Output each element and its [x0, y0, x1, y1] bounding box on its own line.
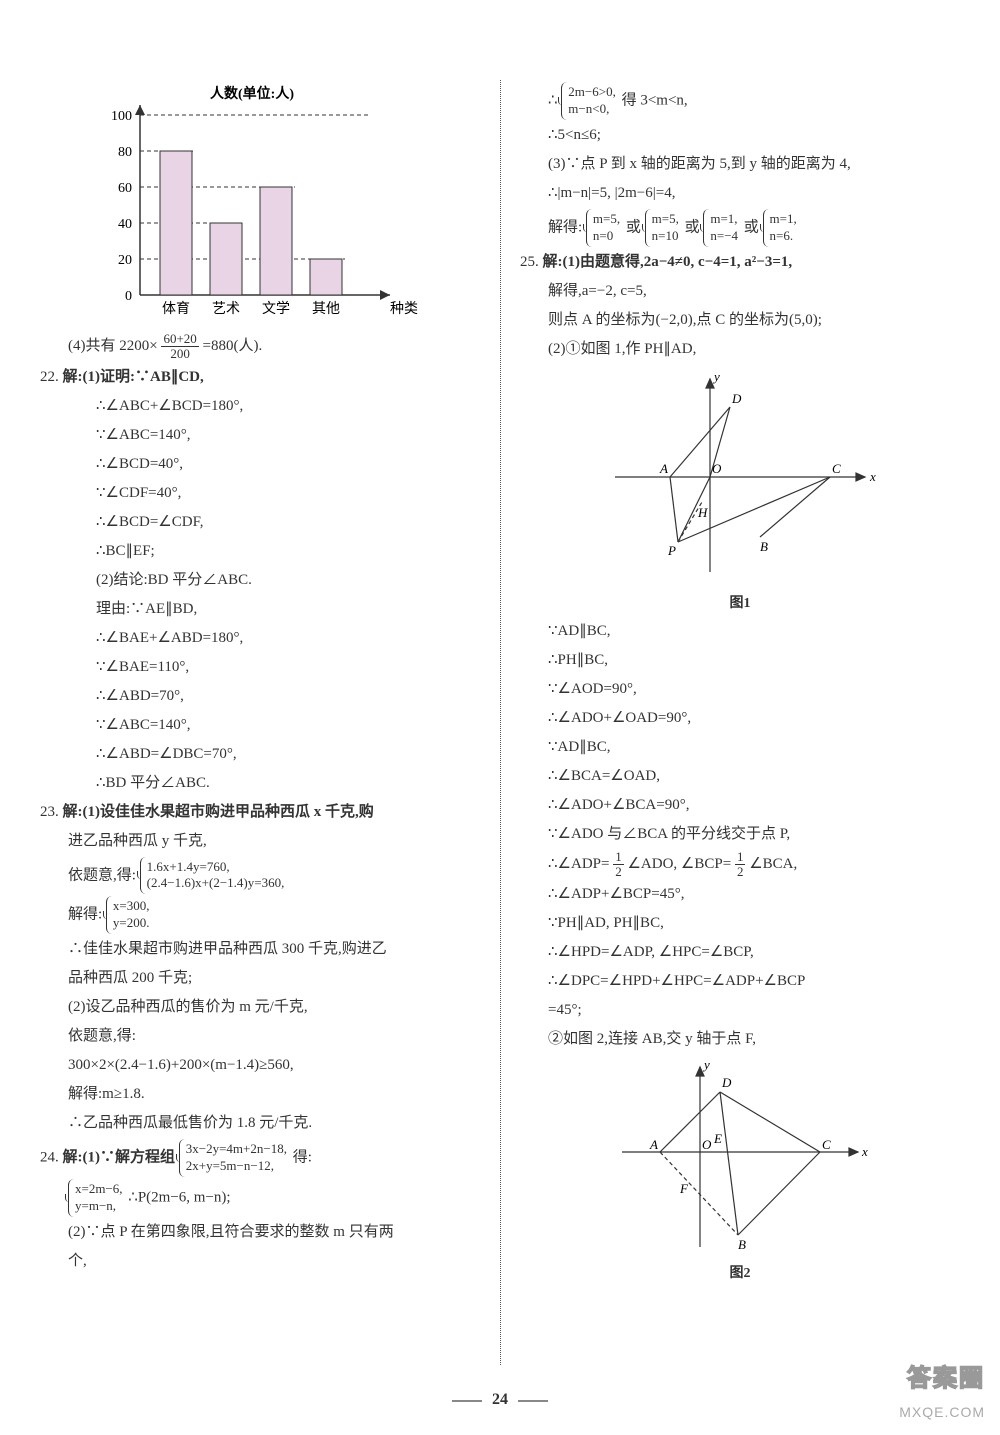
text-line: ∵AD∥BC, — [520, 734, 960, 761]
q23-system: 依题意,得: 1.6x+1.4y=760,(2.4−1.6)x+(2−1.4)y… — [40, 857, 480, 895]
svg-text:B: B — [760, 539, 768, 554]
figure-1: x y A O C D P B H — [600, 367, 880, 587]
text-line: =45°; — [520, 997, 960, 1024]
text-line: ∴∠ABC+∠BCD=180°, — [40, 393, 480, 420]
text-line: ∴5<n≤6; — [520, 122, 960, 149]
svg-text:体育: 体育 — [162, 301, 190, 317]
q24-sol: x=2m−6,y=m−n, ∴P(2m−6, m−n); — [40, 1179, 480, 1217]
text-line: ∴∠ABD=70°, — [40, 683, 480, 710]
text-line: (3)∵点 P 到 x 轴的距离为 5,到 y 轴的距离为 4, — [520, 151, 960, 178]
text-line: (2)设乙品种西瓜的售价为 m 元/千克, — [40, 994, 480, 1021]
text-line: 个, — [40, 1248, 480, 1275]
text-line: ∴∠HPD=∠ADP, ∠HPC=∠BCP, — [520, 939, 960, 966]
text-line: ∵∠BAE=110°, — [40, 654, 480, 681]
svg-text:x: x — [869, 469, 876, 484]
svg-text:100: 100 — [111, 109, 132, 124]
text-line: 解得:m≥1.8. — [40, 1081, 480, 1108]
svg-text:20: 20 — [118, 253, 132, 268]
svg-text:40: 40 — [118, 217, 132, 232]
text-line: ∴BD 平分∠ABC. — [40, 770, 480, 797]
text-line: ∵∠AOD=90°, — [520, 676, 960, 703]
text-line: 进乙品种西瓜 y 千克, — [40, 828, 480, 855]
text-line: ∴佳佳水果超市购进甲品种西瓜 300 千克,购进乙 — [40, 936, 480, 963]
svg-text:F: F — [679, 1181, 689, 1196]
text-line: ②如图 2,连接 AB,交 y 轴于点 F, — [520, 1026, 960, 1053]
text-line: (2)①如图 1,作 PH∥AD, — [520, 336, 960, 363]
text-line: 理由:∵AE∥BD, — [40, 596, 480, 623]
column-divider — [500, 80, 501, 1365]
text-line: ∵AD∥BC, — [520, 618, 960, 645]
text-line: ∴|m−n|=5, |2m−6|=4, — [520, 180, 960, 207]
q23: 23. 解:(1)设佳佳水果超市购进甲品种西瓜 x 千克,购 — [40, 799, 480, 826]
text-line: ∴∠BCD=∠CDF, — [40, 509, 480, 536]
text-line: ∴∠BCD=40°, — [40, 451, 480, 478]
text-line: ∴∠ADO+∠BCA=90°, — [520, 792, 960, 819]
text-line: ∵∠CDF=40°, — [40, 480, 480, 507]
right-column: ∴ 2m−6>0,m−n<0, 得 3<m<n, ∴5<n≤6; (3)∵点 P… — [510, 80, 960, 1360]
figure-2: x y A O C D B E F — [610, 1057, 870, 1257]
text-line: ∵∠ABC=140°, — [40, 712, 480, 739]
svg-text:E: E — [713, 1131, 722, 1146]
q23-sol: 解得: x=300,y=200. — [40, 896, 480, 934]
svg-text:其他: 其他 — [312, 301, 340, 317]
svg-text:艺术: 艺术 — [212, 301, 240, 317]
svg-text:A: A — [649, 1137, 658, 1152]
watermark: 答案圈 MXQE.COM — [899, 1357, 985, 1425]
text-line: 依题意,得: — [40, 1023, 480, 1050]
bar-chart: 人数(单位:人) 0 20 40 60 80 100 — [80, 80, 420, 330]
svg-text:60: 60 — [118, 181, 132, 196]
text-line: 则点 A 的坐标为(−2,0),点 C 的坐标为(5,0); — [520, 307, 960, 334]
figure-2-caption: 图2 — [520, 1261, 960, 1286]
q24: 24. 解:(1)∵解方程组 3x−2y=4m+2n−18,2x+y=5m−n−… — [40, 1139, 480, 1177]
svg-text:A: A — [659, 461, 668, 476]
q21-4: (4)共有 2200× 60+20200 =880(人). — [40, 332, 480, 362]
figure-1-caption: 图1 — [520, 591, 960, 616]
watermark-url: MXQE.COM — [899, 1400, 985, 1425]
text-line: ∴∠ADO+∠OAD=90°, — [520, 705, 960, 732]
svg-text:C: C — [822, 1137, 831, 1152]
text-line: ∴∠ABD=∠DBC=70°, — [40, 741, 480, 768]
svg-text:B: B — [738, 1237, 746, 1252]
svg-text:D: D — [731, 391, 742, 406]
text-line: ∴∠ADP+∠BCP=45°, — [520, 881, 960, 908]
svg-text:C: C — [832, 461, 841, 476]
svg-text:D: D — [721, 1075, 732, 1090]
text-line: 300×2×(2.4−1.6)+200×(m−1.4)≥560, — [40, 1052, 480, 1079]
text-line: ∴乙品种西瓜最低售价为 1.8 元/千克. — [40, 1110, 480, 1137]
q25: 25. 解:(1)由题意得,2a−4≠0, c−4=1, a²−3=1, — [520, 249, 960, 276]
r-ineq: ∴ 2m−6>0,m−n<0, 得 3<m<n, — [520, 82, 960, 120]
text-line: ∴BC∥EF; — [40, 538, 480, 565]
svg-text:y: y — [712, 369, 720, 384]
left-column: 人数(单位:人) 0 20 40 60 80 100 — [40, 80, 490, 1360]
text-line: ∴∠BAE+∠ABD=180°, — [40, 625, 480, 652]
text-line: 解得,a=−2, c=5, — [520, 278, 960, 305]
text-line: (2)结论:BD 平分∠ABC. — [40, 567, 480, 594]
svg-text:文学: 文学 — [262, 301, 290, 317]
page-number: 24 — [442, 1386, 558, 1415]
svg-text:O: O — [702, 1137, 712, 1152]
r-sol-cases: 解得: m=5,n=0 或 m=5,n=10 或 m=1,n=−4 或 m=1,… — [520, 209, 960, 247]
text-line: (2)∵点 P 在第四象限,且符合要求的整数 m 只有两 — [40, 1219, 480, 1246]
text-line: ∵∠ABC=140°, — [40, 422, 480, 449]
svg-text:x: x — [861, 1144, 868, 1159]
q22: 22. 解:(1)证明:∵AB∥CD, — [40, 364, 480, 391]
text-line: ∴∠BCA=∠OAD, — [520, 763, 960, 790]
text-line: 品种西瓜 200 千克; — [40, 965, 480, 992]
text-line: ∵∠ADO 与∠BCA 的平分线交于点 P, — [520, 821, 960, 848]
svg-text:种类: 种类 — [390, 301, 418, 317]
text-line: ∵PH∥AD, PH∥BC, — [520, 910, 960, 937]
q25-12: ∴∠ADP= 12 ∠ADO, ∠BCP= 12 ∠BCA, — [520, 850, 960, 880]
svg-text:y: y — [702, 1057, 710, 1072]
svg-text:O: O — [712, 461, 722, 476]
svg-text:H: H — [697, 505, 708, 520]
svg-text:0: 0 — [125, 289, 132, 304]
svg-text:人数(单位:人): 人数(单位:人) — [210, 85, 294, 102]
text-line: ∴PH∥BC, — [520, 647, 960, 674]
watermark-title: 答案圈 — [899, 1357, 985, 1400]
text-line: ∴∠DPC=∠HPD+∠HPC=∠ADP+∠BCP — [520, 968, 960, 995]
svg-text:80: 80 — [118, 145, 132, 160]
svg-text:P: P — [667, 543, 676, 558]
